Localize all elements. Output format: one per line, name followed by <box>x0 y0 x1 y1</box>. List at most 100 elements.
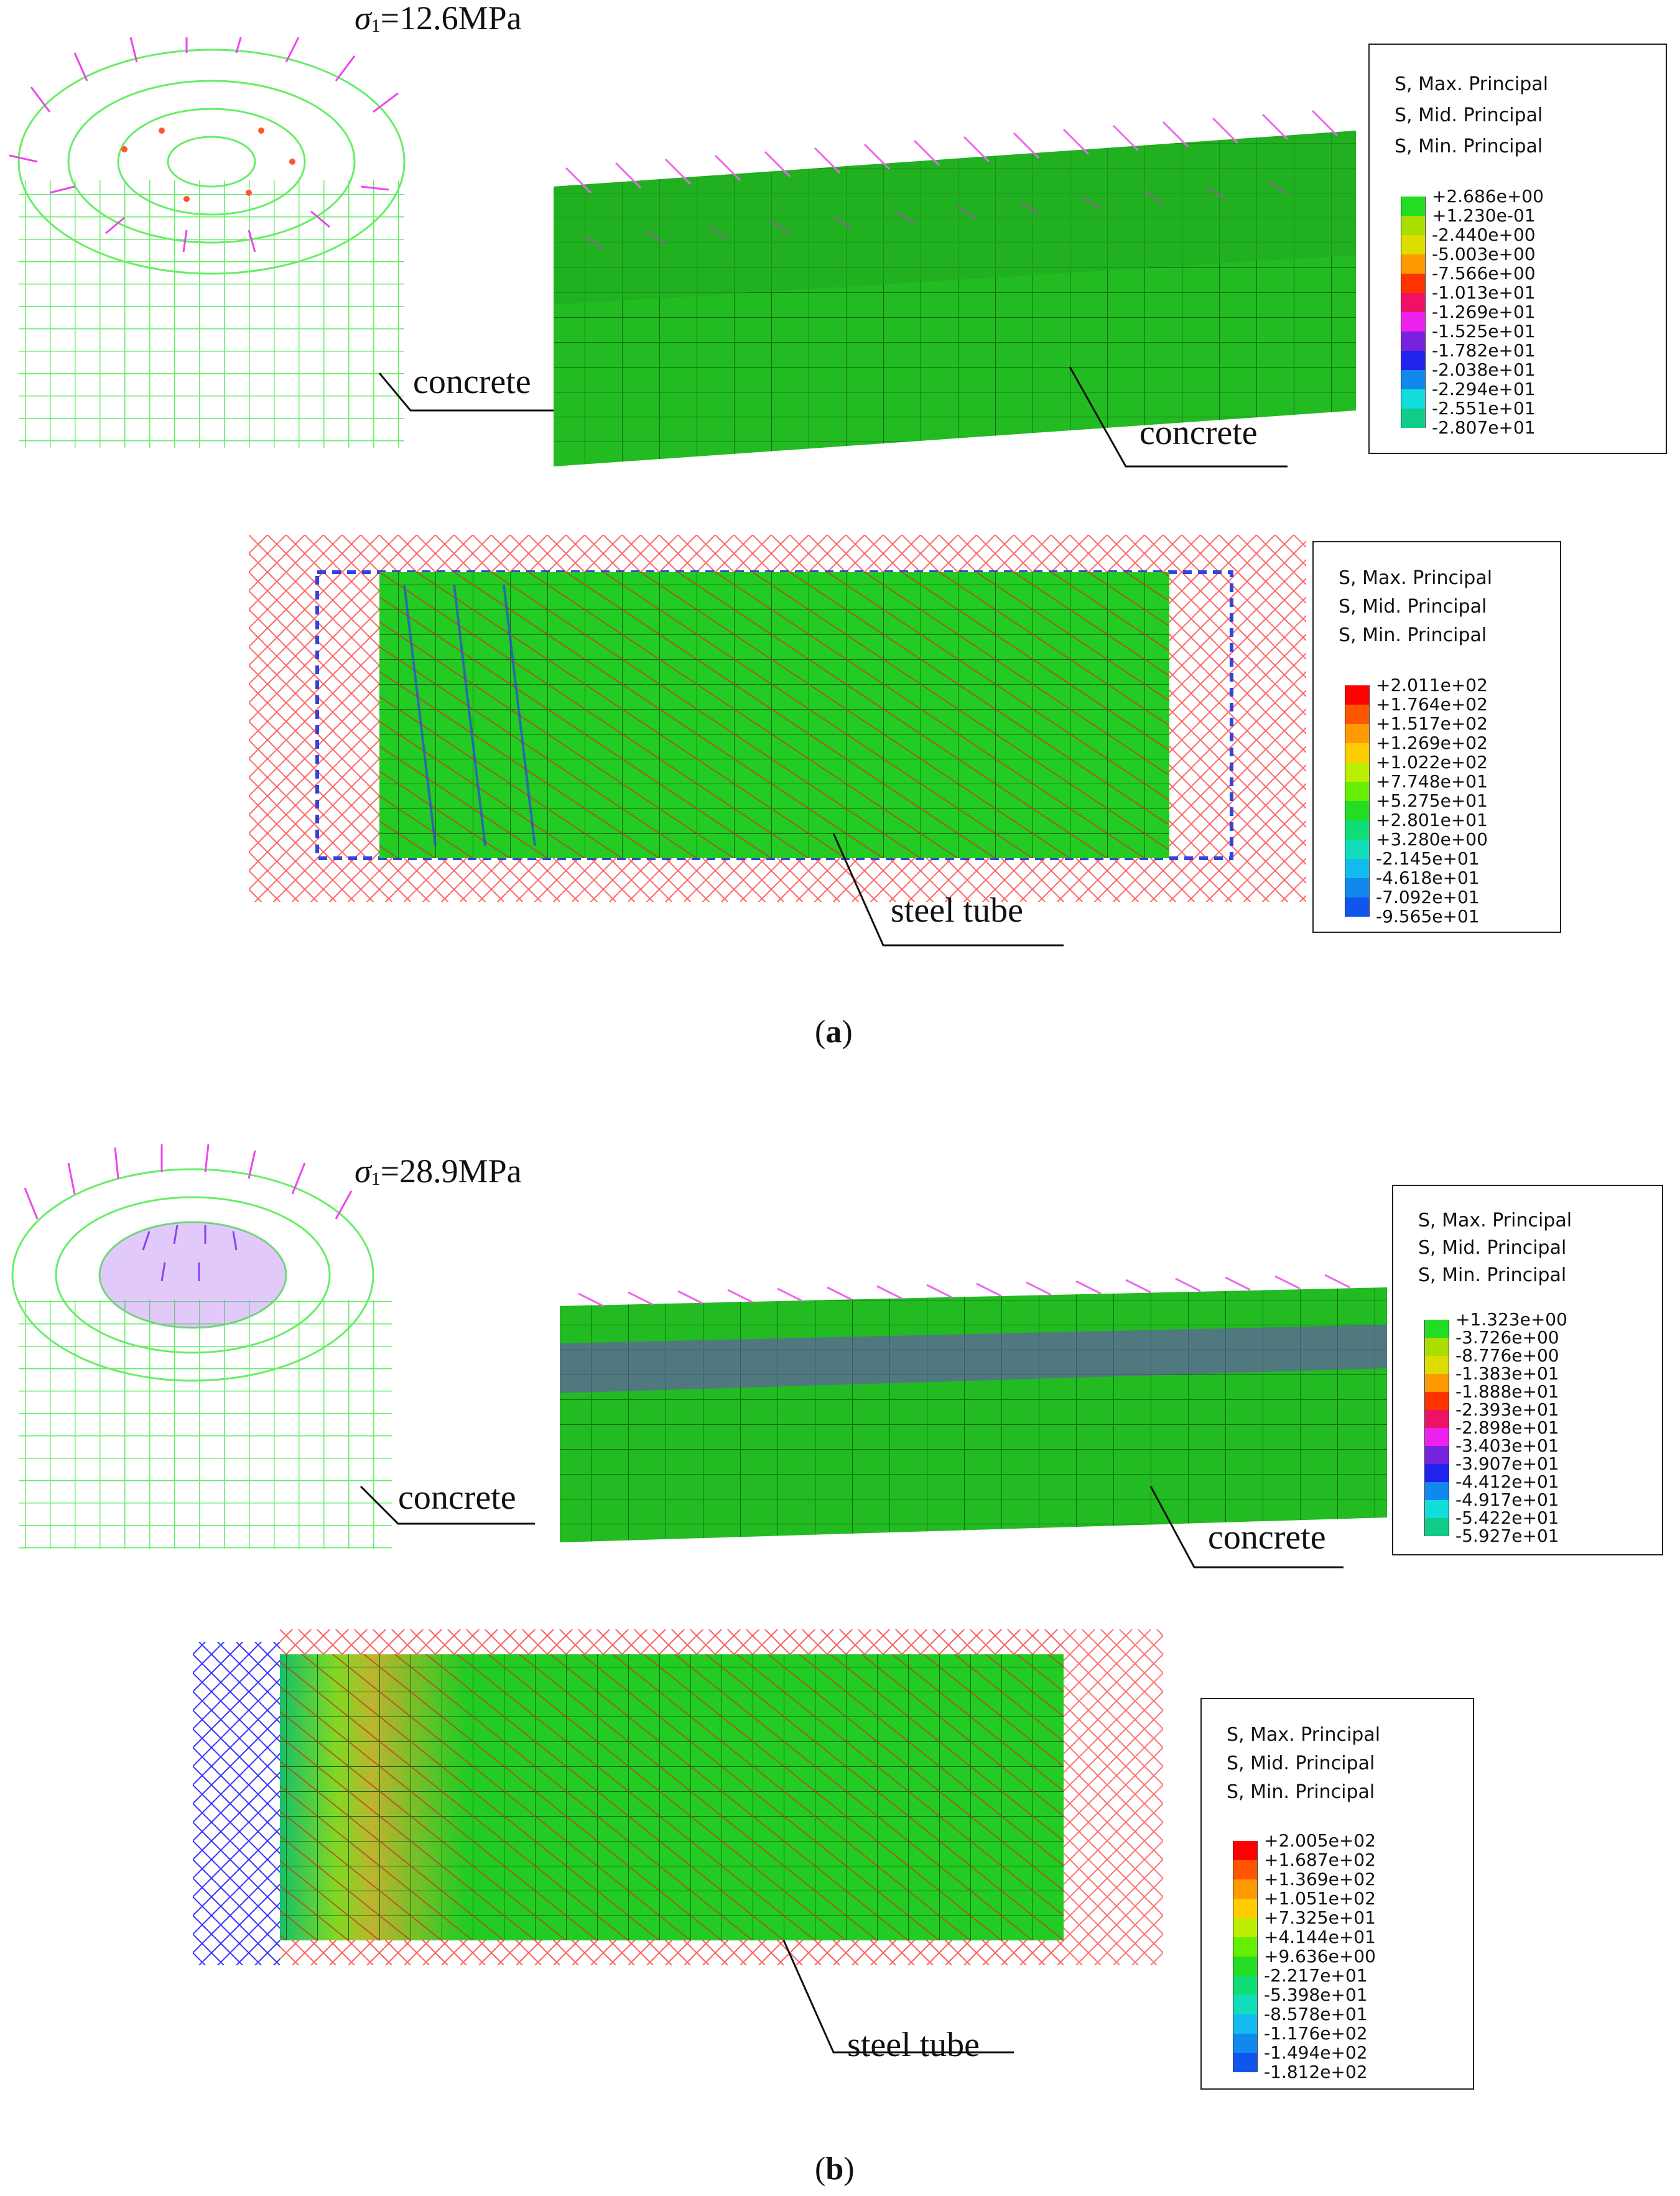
legend-value: -1.782e+01 <box>1432 340 1536 361</box>
legend-swatch <box>1345 685 1370 705</box>
legend-swatch <box>1233 1840 1258 1860</box>
a-sigma-subscript: 1 <box>371 16 381 36</box>
legend-title-mid: S, Mid. Principal <box>1227 1753 1375 1774</box>
legend-swatch <box>1233 2014 1258 2034</box>
legend-value: -1.383e+01 <box>1455 1363 1559 1384</box>
a-concrete-legend: S, Max. Principal S, Mid. Principal S, M… <box>1368 44 1667 454</box>
b-caption: (b) <box>815 2151 855 2187</box>
legend-value: +2.801e+01 <box>1376 809 1488 830</box>
legend-swatch <box>1345 897 1370 917</box>
legend-swatch <box>1345 839 1370 859</box>
legend-value: -1.176e+02 <box>1264 2022 1368 2044</box>
b-sigma-label: σ1=28.9MPa <box>355 1152 522 1190</box>
legend-swatch <box>1345 723 1370 743</box>
legend-value: -1.888e+01 <box>1455 1381 1559 1402</box>
legend-value: +1.022e+02 <box>1376 751 1488 772</box>
legend-value: +1.687e+02 <box>1264 1849 1376 1870</box>
a-sigma-label: σ1=12.6MPa <box>355 0 522 37</box>
a-steel-tube-label: steel tube <box>891 891 1024 930</box>
legend-title-mid: S, Mid. Principal <box>1418 1237 1567 1259</box>
legend-swatch <box>1401 234 1426 254</box>
legend-value: -2.217e+01 <box>1264 1965 1368 1986</box>
legend-swatch <box>1401 408 1426 428</box>
legend-value: +2.686e+00 <box>1432 185 1544 206</box>
legend-value: -2.038e+01 <box>1432 359 1536 380</box>
legend-swatch <box>1424 1499 1449 1518</box>
legend-value: -4.412e+01 <box>1455 1471 1559 1492</box>
legend-swatch <box>1233 1860 1258 1879</box>
b-concrete-cylinder-mesh <box>11 1144 392 1549</box>
legend-swatch <box>1424 1337 1449 1356</box>
legend-value: +7.325e+01 <box>1264 1907 1376 1928</box>
legend-swatch <box>1233 1994 1258 2014</box>
a-concrete-right-label: concrete <box>1139 414 1258 452</box>
b-concrete-right-label: concrete <box>1208 1518 1326 1557</box>
legend-title-max: S, Max. Principal <box>1395 73 1549 95</box>
a-steel-legend: S, Max. Principal S, Mid. Principal S, M… <box>1312 541 1561 933</box>
legend-swatch <box>1424 1481 1449 1500</box>
b-steel-legend: S, Max. Principal S, Mid. Principal S, M… <box>1200 1698 1474 2090</box>
legend-value: +1.369e+02 <box>1264 1868 1376 1889</box>
legend-swatch <box>1233 1975 1258 1995</box>
legend-swatch <box>1233 1917 1258 1937</box>
legend-value: -5.398e+01 <box>1264 1984 1368 2005</box>
a-concrete-left-label: concrete <box>413 363 531 401</box>
b-sigma-subscript: 1 <box>371 1169 381 1189</box>
legend-value: -5.003e+00 <box>1432 243 1536 264</box>
legend-swatch <box>1345 820 1370 840</box>
legend-swatch <box>1233 1956 1258 1976</box>
legend-value: -4.917e+01 <box>1455 1489 1559 1510</box>
a-sigma-value: =12.6MPa <box>380 0 522 37</box>
legend-swatch <box>1401 312 1426 331</box>
legend-value: -2.145e+01 <box>1376 848 1480 869</box>
legend-value: +1.323e+00 <box>1455 1309 1567 1330</box>
legend-swatch <box>1401 350 1426 370</box>
legend-value: +2.011e+02 <box>1376 674 1488 695</box>
legend-value: -3.907e+01 <box>1455 1453 1559 1474</box>
b-steel-tube-leader <box>782 1940 1014 2054</box>
legend-title-min: S, Min. Principal <box>1227 1781 1375 1803</box>
legend-value: -2.551e+01 <box>1432 397 1536 419</box>
a-caption-letter: a <box>825 1014 842 1050</box>
legend-swatch <box>1401 215 1426 235</box>
legend-value: -2.898e+01 <box>1455 1417 1559 1438</box>
legend-value: +2.005e+02 <box>1264 1830 1376 1851</box>
b-concrete-left-leader <box>360 1485 535 1525</box>
legend-value: -2.807e+01 <box>1432 417 1536 438</box>
legend-swatch <box>1424 1409 1449 1428</box>
legend-swatch <box>1345 858 1370 878</box>
a-sigma-symbol: σ <box>355 0 371 37</box>
legend-title-mid: S, Mid. Principal <box>1339 596 1487 618</box>
b-sigma-value: =28.9MPa <box>380 1152 522 1190</box>
legend-swatch <box>1401 331 1426 351</box>
legend-value: +1.517e+02 <box>1376 713 1488 734</box>
legend-swatch <box>1233 2033 1258 2053</box>
legend-title-min: S, Min. Principal <box>1418 1264 1567 1286</box>
a-steel-tube-mesh <box>249 535 1306 902</box>
a-concrete-slab-mesh <box>554 109 1356 466</box>
legend-swatch <box>1424 1391 1449 1410</box>
a-caption: (a) <box>815 1014 853 1050</box>
legend-value: -3.726e+00 <box>1455 1327 1559 1348</box>
legend-swatch <box>1345 743 1370 762</box>
legend-swatch <box>1424 1445 1449 1464</box>
legend-swatch <box>1424 1319 1449 1338</box>
b-caption-letter: b <box>825 2151 844 2187</box>
legend-value: -5.422e+01 <box>1455 1507 1559 1528</box>
legend-value: +1.051e+02 <box>1264 1888 1376 1909</box>
legend-swatch <box>1401 292 1426 312</box>
legend-value: +1.764e+02 <box>1376 693 1488 715</box>
legend-title-max: S, Max. Principal <box>1227 1724 1381 1746</box>
legend-swatch <box>1401 254 1426 274</box>
b-concrete-legend: S, Max. Principal S, Mid. Principal S, M… <box>1392 1185 1663 1555</box>
legend-value: -1.812e+02 <box>1264 2061 1368 2082</box>
legend-value: -8.776e+00 <box>1455 1345 1559 1366</box>
a-concrete-cylinder-mesh <box>9 37 406 448</box>
b-sigma-symbol: σ <box>355 1152 371 1190</box>
legend-value: -7.566e+00 <box>1432 262 1536 284</box>
legend-value: -2.440e+00 <box>1432 224 1536 245</box>
legend-swatch <box>1345 704 1370 724</box>
legend-value: -9.565e+01 <box>1376 906 1480 927</box>
legend-title-mid: S, Mid. Principal <box>1395 104 1543 126</box>
legend-swatch <box>1345 781 1370 801</box>
